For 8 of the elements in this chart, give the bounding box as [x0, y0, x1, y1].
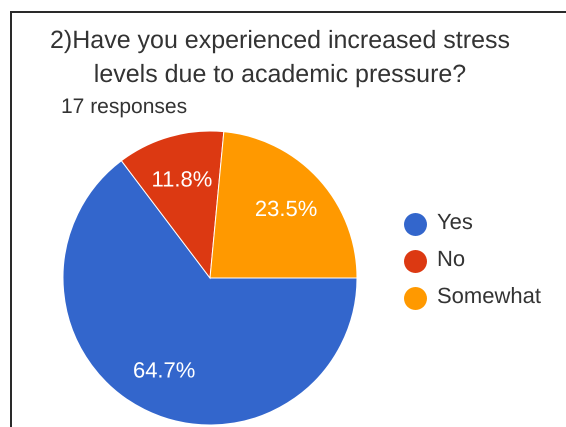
- chart-title: 2)Have you experienced increased stress levels due to academic pressure?: [49, 25, 511, 90]
- legend-label: Yes: [437, 209, 473, 234]
- data-label: 23.5%: [254, 196, 318, 222]
- legend-label: Somewhat: [437, 283, 541, 308]
- chart-subtitle: 17 responses: [61, 95, 188, 119]
- data-label: 11.8%: [152, 166, 212, 192]
- data-label: 64.7%: [132, 358, 196, 383]
- legend-label: No: [437, 246, 466, 271]
